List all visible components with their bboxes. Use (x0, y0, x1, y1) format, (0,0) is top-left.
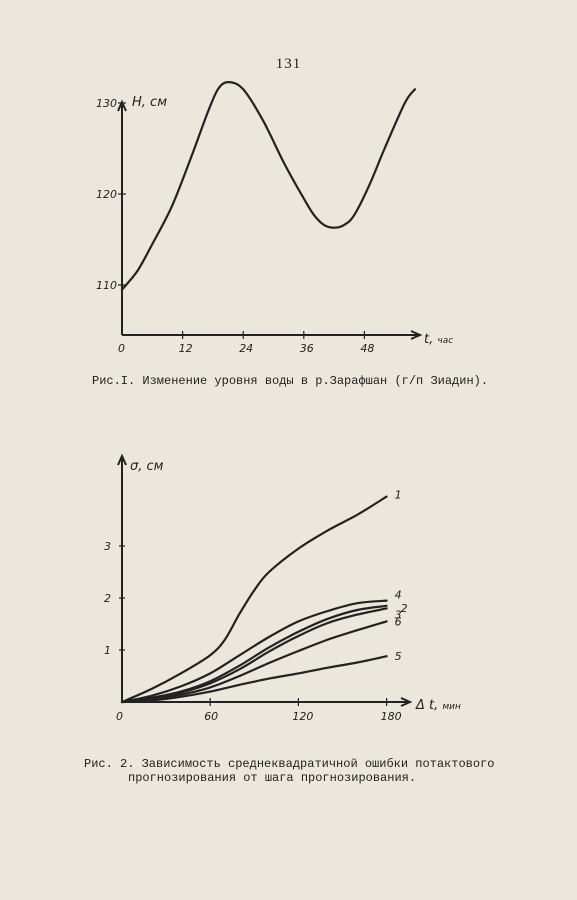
x-tick-label: 48 (360, 342, 374, 355)
x-tick-label: 120 (292, 710, 313, 723)
y-axis-arrow (117, 453, 127, 466)
y-axis-label: σ, см (130, 459, 164, 474)
x-tick-label: 12 (179, 342, 193, 355)
y-tick-label: 110 (96, 279, 117, 292)
figure-2-caption-line1: Рис. 2. Зависимость среднеквадратичной о… (84, 757, 495, 771)
y-tick-label: 2 (104, 592, 111, 605)
curve-label-3: 3 (395, 608, 402, 621)
x-tick-label: 0 (116, 710, 123, 723)
water-level-curve (120, 80, 416, 291)
x-tick-label: 36 (300, 342, 314, 355)
curve-label-5: 5 (395, 650, 402, 663)
error-curve-4 (120, 599, 388, 704)
figure-1-caption: Рис.I. Изменение уровня воды в р.Зарафша… (92, 374, 489, 388)
figure-2-caption-line2: прогнозирования от шага прогнозирования. (128, 771, 417, 785)
x-tick-label: 24 (239, 342, 253, 355)
x-tick-label: 0 (118, 342, 125, 355)
curve-label-4: 4 (395, 589, 402, 602)
figure-2-caption: Рис. 2. Зависимость среднеквадратичной о… (84, 757, 494, 785)
error-curve-6 (120, 620, 388, 704)
y-tick-label: 130 (96, 97, 117, 110)
curve-label-6: 6 (395, 615, 402, 628)
figure-1-chart: 0 12 24 36 48 110 120 130 t, час H, см (96, 80, 453, 355)
x-axis-arrow (400, 697, 413, 707)
y-tick-label: 3 (104, 540, 111, 553)
x-tick-label: 180 (381, 710, 402, 723)
x-axis-label: Δ t, мин (415, 698, 461, 713)
error-curve-1 (120, 495, 388, 704)
x-tick-label: 60 (204, 710, 218, 723)
y-tick-label: 1 (104, 644, 111, 657)
error-curve-5 (120, 655, 388, 704)
curve-label-2: 2 (401, 602, 408, 615)
x-axis-arrow (410, 330, 423, 340)
y-axis-arrow (117, 99, 127, 112)
curve-label-1: 1 (395, 489, 402, 502)
error-curve-3 (120, 607, 388, 704)
y-axis-label: H, см (132, 95, 167, 110)
error-curve-2 (120, 604, 388, 704)
page-number: 131 (275, 56, 302, 72)
y-tick-label: 120 (96, 188, 117, 201)
x-axis-label: t, час (424, 332, 453, 347)
